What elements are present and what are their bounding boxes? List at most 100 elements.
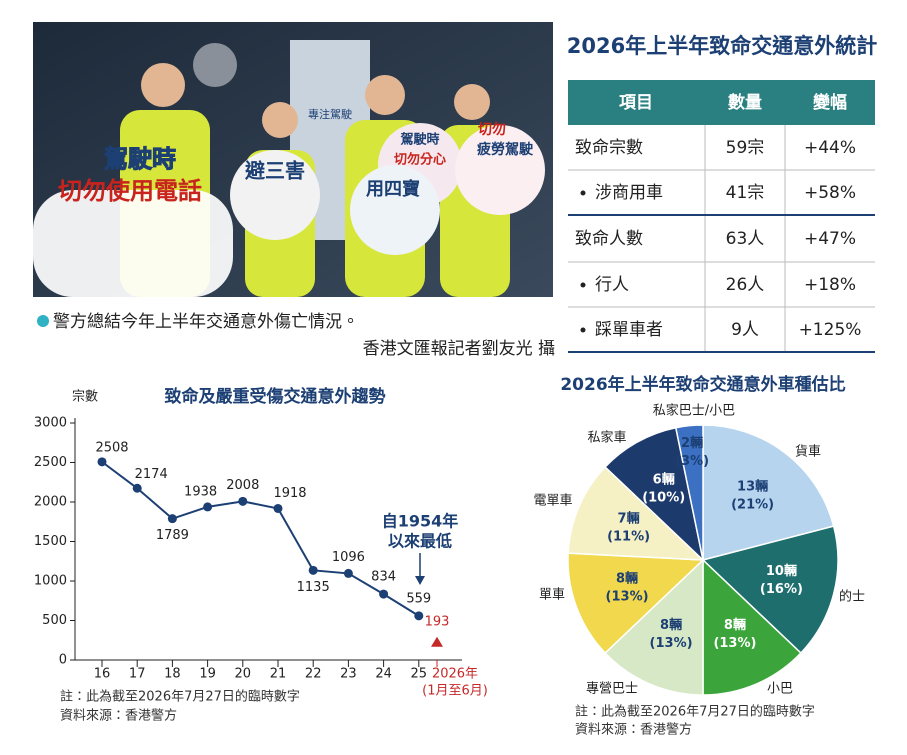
data-point <box>132 483 142 493</box>
x-tick-label: 17 <box>129 667 146 682</box>
slice-value: 8輛 <box>616 571 638 587</box>
chart-title: 致命及嚴重受傷交通意外趨勢 <box>165 386 386 407</box>
sign-text: 用四寶 <box>366 178 420 200</box>
cell: 行人 <box>595 275 629 295</box>
y-tick-label: 1000 <box>34 574 67 589</box>
cell: 63人 <box>726 229 765 249</box>
pie-slice <box>604 426 705 563</box>
photo-caption: 警方總結今年上半年交通意外傷亡情況。 <box>53 312 359 332</box>
sign <box>350 165 440 255</box>
sign-text: 切勿分心 <box>394 152 446 168</box>
annotation: 以來最低 <box>388 532 452 551</box>
annotation: 自1954年 <box>382 512 459 531</box>
data-point <box>273 503 283 513</box>
cell: 致命人數 <box>575 229 643 249</box>
data-point <box>238 496 248 506</box>
cell: 踩單車者 <box>595 320 663 340</box>
note: 註：此為截至2026年7月27日的臨時數字 <box>575 704 815 720</box>
data-label: 193 <box>425 614 450 629</box>
sign <box>455 125 545 215</box>
cell: 59宗 <box>726 138 765 158</box>
data-label: 1135 <box>297 580 330 595</box>
header-cell: 數量 <box>727 92 762 113</box>
faces <box>141 63 490 138</box>
data-label: 1789 <box>156 528 189 543</box>
sign-text: 切勿使用電話 <box>58 177 202 205</box>
slice-value: 8輛 <box>724 617 746 633</box>
bullet <box>580 190 586 196</box>
x-tick-label: 16 <box>94 667 111 682</box>
data-point <box>167 514 177 524</box>
slice-value: 8輛 <box>660 617 682 633</box>
y-tick-label: 3000 <box>34 416 67 431</box>
sign <box>230 150 320 240</box>
slice-category: 單車 <box>539 588 565 603</box>
slice-category: 私家巴士/小巴 <box>653 403 735 419</box>
slice-share: (16%) <box>760 582 803 597</box>
wall-text: 專注駕駛 <box>308 107 352 121</box>
pie-slice <box>567 552 705 655</box>
data-point <box>203 502 213 512</box>
slice-share: (3%) <box>675 454 709 469</box>
x-tick-label: 2026年 <box>432 667 478 682</box>
data-label: 2508 <box>95 440 128 455</box>
cell: 9人 <box>731 320 759 340</box>
pie-slice <box>702 424 835 561</box>
sign-text: 疲勞駕駛 <box>477 141 534 158</box>
badge <box>193 43 237 87</box>
slice-value: 10輛 <box>766 563 797 579</box>
table-body: 致命宗數 59宗 +44% 涉商用車 41宗 +58% 致命人數 63人 +47… <box>575 138 861 340</box>
slice-share: (21%) <box>731 497 774 512</box>
x-tick-label: 25 <box>411 667 428 682</box>
sign-text: 駕駛時 <box>400 132 439 148</box>
data-label: 834 <box>371 570 396 585</box>
table-header <box>568 80 875 125</box>
cell: +44% <box>804 138 856 158</box>
table-title: 2026年上半年致命交通意外統計 <box>567 34 877 58</box>
data-point <box>414 611 424 621</box>
data-label: 2008 <box>226 478 259 493</box>
slice-value: 2輛 <box>681 435 703 451</box>
pie-slice <box>702 558 802 696</box>
x-tick-label: 23 <box>340 667 357 682</box>
cell: 致命宗數 <box>575 138 643 158</box>
photo-credit: 香港文匯報記者劉友光 攝 <box>363 339 555 359</box>
note: 資料來源：香港警方 <box>575 722 692 738</box>
x-tick-label: 19 <box>199 667 216 682</box>
x-tick-label: 22 <box>305 667 322 682</box>
pie-slice <box>604 558 704 696</box>
cell: 涉商用車 <box>595 183 663 203</box>
sign-text: 避三害 <box>244 159 305 183</box>
data-point <box>308 565 318 575</box>
y-tick-label: 1500 <box>34 534 67 549</box>
caption-bullet <box>37 315 49 327</box>
x-tick-label: 18 <box>164 667 181 682</box>
slice-category: 小巴 <box>767 682 793 697</box>
cell: +47% <box>804 229 856 249</box>
slice-share: (10%) <box>642 491 685 506</box>
data-point <box>379 589 389 599</box>
cell: +58% <box>804 183 856 203</box>
annotation-arrowhead <box>415 576 425 585</box>
slice-share: (13%) <box>713 636 756 651</box>
pie-slice <box>674 424 704 561</box>
header-cell: 項目 <box>619 93 653 113</box>
data-point <box>431 636 443 647</box>
pie-slice <box>701 525 839 655</box>
data-label: 1938 <box>184 484 217 499</box>
cell: 26人 <box>726 275 765 295</box>
slice-value: 7輛 <box>618 511 640 527</box>
data-label: 559 <box>406 591 431 606</box>
cell: +18% <box>804 275 856 295</box>
trend-line <box>101 461 420 617</box>
note: 資料來源：香港警方 <box>60 708 177 724</box>
x-tick-label: 24 <box>375 667 392 682</box>
data-label: 1918 <box>273 486 306 501</box>
slice-value: 6輛 <box>653 472 675 488</box>
slice-category: 專營巴士 <box>586 682 638 697</box>
bullet <box>580 327 586 333</box>
note: 註：此為截至2026年7月27日的臨時數字 <box>60 689 300 705</box>
slice-value: 13輛 <box>737 478 768 494</box>
